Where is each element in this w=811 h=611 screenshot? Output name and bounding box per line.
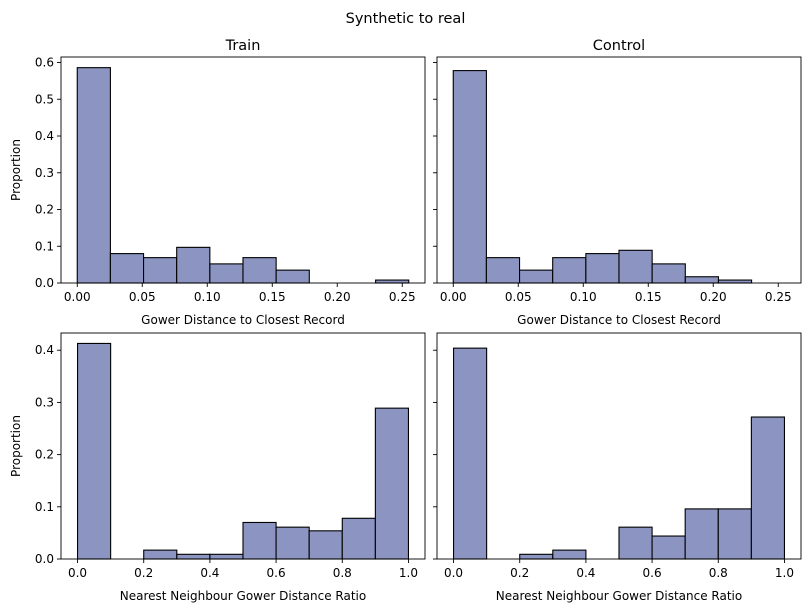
x-tick-label: 0.20 [700, 290, 727, 304]
x-tick-label: 0.2 [134, 566, 153, 580]
panel-title: Control [593, 38, 645, 54]
x-tick-label: 0.4 [200, 566, 219, 580]
histogram-bar [518, 269, 554, 284]
x-tick-label: 0.10 [570, 290, 597, 304]
x-tick-label: 0.8 [333, 566, 352, 580]
y-tick-label: 0.3 [35, 166, 54, 180]
histogram-bar [143, 549, 178, 560]
x-tick-label: 0.0 [68, 566, 87, 580]
histogram-bar [242, 521, 277, 560]
x-tick-label: 1.0 [399, 566, 418, 580]
y-tick-label: 0.2 [35, 448, 54, 462]
x-tick-label: 0.00 [64, 290, 91, 304]
histogram-bar [176, 553, 211, 560]
histogram-bar [275, 269, 310, 284]
y-tick-label: 0.4 [35, 129, 54, 143]
chart-panel-4: 0.0 0.2 0.4 0.6 0.8 1.0 Nearest Neighbour Gowe… [433, 332, 802, 603]
x-tick-label: 0.10 [194, 290, 221, 304]
histogram-bar [374, 407, 410, 560]
y-axis-label: Proportion [9, 415, 23, 477]
x-tick-label: 0.20 [324, 290, 351, 304]
x-tick-label: 0.00 [440, 290, 467, 304]
axes-frame [436, 332, 802, 560]
y-tick-label: 0.5 [35, 92, 54, 106]
x-tick-label: 0.25 [765, 290, 792, 304]
y-tick-label: 0.1 [35, 239, 54, 253]
y-tick-label: 0.0 [35, 276, 54, 290]
histogram-bar [308, 530, 343, 560]
axes-frame [436, 56, 802, 284]
x-axis-label: Gower Distance to Closest Record [517, 313, 721, 327]
histogram-bar [209, 263, 244, 284]
histogram-bar [76, 67, 111, 284]
chart-panel-2: 0.00 0.05 0.10 0.15 0.20 0.25 Gower Distance t… [433, 38, 802, 327]
y-tick-label: 0.4 [35, 343, 54, 357]
histogram-bar [143, 257, 178, 284]
x-tick-label: 0.15 [259, 290, 286, 304]
y-tick-label: 0.2 [35, 203, 54, 217]
histogram-bar [552, 549, 587, 560]
x-tick-label: 0.8 [709, 566, 728, 580]
y-tick-label: 0.0 [35, 552, 54, 566]
y-tick-label: 0.3 [35, 395, 54, 409]
x-tick-label: 0.4 [576, 566, 595, 580]
histogram-bar [341, 517, 376, 560]
panel-title: Train [225, 38, 261, 54]
x-tick-label: 0.15 [635, 290, 662, 304]
histogram-bar [684, 276, 719, 284]
figure-suptitle: Synthetic to real [346, 11, 466, 27]
chart-panel-1: 0.00 0.05 0.10 0.15 0.20 0.25 0.0 0.1 0.2 0.3 0.4 0… [9, 38, 426, 327]
axes-frame [60, 56, 426, 284]
histogram-bar [651, 263, 686, 284]
histogram-bar [684, 508, 719, 560]
x-tick-label: 0.05 [129, 290, 156, 304]
histogram-bar [109, 253, 145, 284]
x-axis-label: Nearest Neighbour Gower Distance Ratio [496, 589, 742, 603]
histogram-bar [651, 535, 686, 560]
x-axis-label: Gower Distance to Closest Record [141, 313, 345, 327]
histogram-bar [452, 70, 487, 284]
x-tick-label: 0.6 [643, 566, 662, 580]
histogram-bar [750, 416, 786, 560]
histogram-bar [452, 347, 488, 560]
histogram-bar [176, 246, 211, 284]
chart-panel-3: 0.0 0.2 0.4 0.6 0.8 1.0 0.0 0.1 0.2 0.3 0.4 Nearest… [9, 332, 426, 603]
y-tick-label: 0.6 [35, 56, 54, 70]
histogram-bar [618, 526, 653, 560]
histogram-bar [242, 257, 277, 284]
x-tick-label: 0.2 [510, 566, 529, 580]
histogram-bar [717, 508, 752, 560]
y-tick-label: 0.1 [35, 500, 54, 514]
histogram-bar [519, 553, 554, 560]
histogram-bar [209, 553, 244, 560]
x-axis-label: Nearest Neighbour Gower Distance Ratio [120, 589, 366, 603]
x-tick-label: 1.0 [775, 566, 794, 580]
histogram-bar [76, 342, 112, 560]
x-tick-label: 0.25 [389, 290, 416, 304]
histogram-bar [485, 257, 521, 284]
histogram-bar [275, 526, 310, 560]
axes-frame [60, 332, 426, 560]
histogram-bar [618, 249, 653, 284]
x-tick-label: 0.05 [505, 290, 532, 304]
histogram-bar [585, 253, 620, 284]
x-tick-label: 0.6 [267, 566, 286, 580]
histogram-bar [552, 257, 587, 284]
x-tick-label: 0.0 [444, 566, 463, 580]
y-axis-label: Proportion [9, 139, 23, 201]
